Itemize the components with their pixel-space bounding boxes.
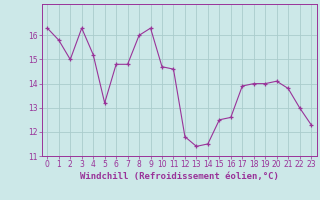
X-axis label: Windchill (Refroidissement éolien,°C): Windchill (Refroidissement éolien,°C) (80, 172, 279, 181)
